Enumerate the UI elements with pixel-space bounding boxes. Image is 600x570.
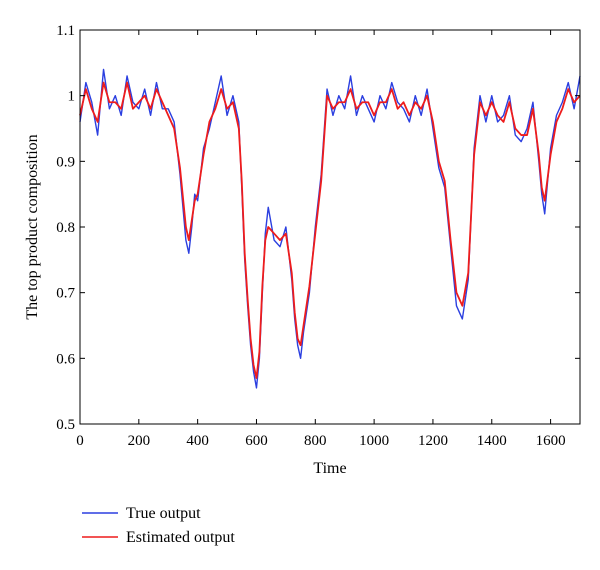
x-tick-label: 1000 [359,433,389,449]
x-tick-label: 1600 [536,433,566,449]
legend-label-true-output: True output [126,505,201,522]
series-line-estimated-output [79,81,581,379]
y-tick-label: 1 [68,89,76,105]
y-tick-label: 1.1 [56,23,75,39]
y-tick-label: 0.7 [56,286,75,302]
tick-layer: 0 200 400 600 800 1000 1200 1400 1600 0.5 0.6 0.7 0.… [56,23,580,449]
series-layer [79,68,581,389]
x-axis-label: Time [313,460,346,477]
x-tick-label: 200 [128,433,151,449]
y-tick-label: 0.5 [56,417,75,433]
y-tick-label: 0.6 [56,351,75,367]
series-line-true-output [79,68,581,389]
x-tick-label: 0 [76,433,84,449]
legend-label-estimated-output: Estimated output [126,529,235,546]
x-tick-label: 1200 [418,433,448,449]
x-tick-label: 600 [245,433,268,449]
y-axis-label: The top product composition [24,134,41,319]
y-tick-label: 0.8 [56,220,75,236]
x-tick-label: 1400 [477,433,507,449]
x-tick-label: 400 [186,433,209,449]
x-tick-label: 800 [304,433,327,449]
y-tick-label: 0.9 [56,154,75,170]
legend: True output Estimated output [82,505,235,546]
